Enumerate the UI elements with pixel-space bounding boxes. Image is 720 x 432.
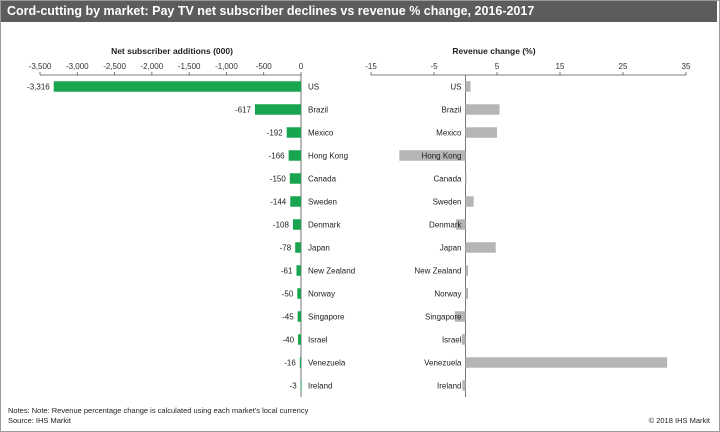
right-category-label: Norway [434,290,461,299]
left-category-label: Israel [308,336,328,345]
left-category-label: Sweden [308,198,337,207]
left-x-tick-label: -500 [256,62,273,71]
subscriber-bar [254,104,301,115]
subscriber-value-label: -3,316 [27,83,50,92]
subscriber-bar [297,311,301,322]
right-category-label: Japan [440,244,462,253]
right-category-label: Singapore [425,313,462,322]
copyright-text: © 2018 IHS Markit [648,416,710,425]
left-category-label: Ireland [308,382,332,391]
right-category-label: Denmark [429,221,462,230]
right-x-tick-label: -5 [430,62,438,71]
subscriber-bar [286,127,301,138]
left-x-tick-label: 0 [299,62,304,71]
revenue-bar [465,288,469,299]
title-bar: Cord-cutting by market: Pay TV net subsc… [1,1,717,22]
right-category-label: New Zealand [414,267,461,276]
subscriber-bar [300,380,302,391]
revenue-bar [456,219,466,230]
right-bars: US Brazil Mexico Hong Kong Canada Sweden Denma… [399,81,668,391]
subscriber-bar [289,173,301,184]
subscriber-value-label: -617 [235,106,252,115]
subscriber-value-label: -166 [269,152,286,161]
right-category-label: Hong Kong [421,152,461,161]
right-x-tick-label: 25 [619,62,628,71]
left-x-tick-label: -1,000 [215,62,238,71]
right-panel-title: Revenue change (%) [452,46,535,56]
subscriber-value-label: -108 [273,221,290,230]
revenue-bar [465,242,496,253]
source-text: Source: IHS Markit [8,415,71,425]
subscriber-value-label: -3 [290,382,298,391]
left-x-tick-label: -2,000 [141,62,164,71]
left-category-label: Singapore [308,313,345,322]
notes-text: Notes: Note: Revenue percentage change i… [8,406,309,415]
subscriber-value-label: -78 [280,244,292,253]
subscriber-bar [298,334,301,345]
right-axis: -15 -5 5 15 25 35 [365,62,691,397]
left-panel-title: Net subscriber additions (000) [111,46,233,56]
revenue-bar [465,357,668,368]
right-category-label: Ireland [437,382,461,391]
revenue-bar [462,380,466,391]
left-x-tick-label: -3,500 [29,62,52,71]
right-category-label: Canada [433,175,462,184]
revenue-bar [461,334,466,345]
subscriber-value-label: -40 [282,336,294,345]
subscriber-bar [288,150,301,161]
left-category-label: Norway [308,290,335,299]
subscriber-bar [292,219,301,230]
revenue-bar [465,127,497,138]
left-axis: -3,500 -3,000 -2,500 -2,000 -1,500 -1,000 -500… [29,62,304,397]
left-x-tick-label: -3,000 [66,62,89,71]
left-category-label: Denmark [308,221,341,230]
right-category-label: US [450,83,461,92]
right-x-tick-label: -15 [365,62,377,71]
left-x-tick-label: -1,500 [178,62,201,71]
right-category-label: Sweden [433,198,462,207]
subscriber-bar [299,357,301,368]
right-category-label: Brazil [441,106,461,115]
subscriber-value-label: -61 [281,267,293,276]
right-category-label: Venezuela [424,359,462,368]
left-category-label: Venezuela [308,359,346,368]
left-category-label: Canada [308,175,337,184]
left-category-label: Brazil [308,106,328,115]
subscriber-value-label: -16 [284,359,296,368]
footnotes: Notes: Note: Revenue percentage change i… [8,406,308,425]
chart-title: Cord-cutting by market: Pay TV net subsc… [7,4,535,18]
subscriber-bar [296,265,301,276]
subscriber-bar [290,196,301,207]
revenue-bar [465,104,500,115]
subscriber-bar [297,288,301,299]
subscriber-value-label: -150 [270,175,287,184]
left-category-label: New Zealand [308,267,355,276]
subscriber-value-label: -45 [282,313,294,322]
right-x-tick-label: 5 [495,62,500,71]
subscriber-bar [53,81,301,92]
left-category-label: Hong Kong [308,152,348,161]
revenue-bar [465,173,467,184]
revenue-bar [454,311,466,322]
subscriber-value-label: -144 [270,198,287,207]
revenue-bar [465,81,471,92]
revenue-bar [399,150,466,161]
left-category-label: Mexico [308,129,334,138]
right-x-tick-label: 15 [556,62,565,71]
right-category-label: Mexico [436,129,462,138]
revenue-bar [465,265,469,276]
subscriber-bar [295,242,301,253]
subscriber-value-label: -192 [267,129,284,138]
left-bars: -3,316 US -617 Brazil -192 Mexico -166 Hong Kon… [27,81,355,391]
left-category-label: Japan [308,244,330,253]
right-category-label: Israel [442,336,462,345]
revenue-bar [465,196,474,207]
left-x-tick-label: -2,500 [103,62,126,71]
right-x-tick-label: 35 [682,62,691,71]
subscriber-value-label: -50 [282,290,294,299]
left-category-label: US [308,83,319,92]
